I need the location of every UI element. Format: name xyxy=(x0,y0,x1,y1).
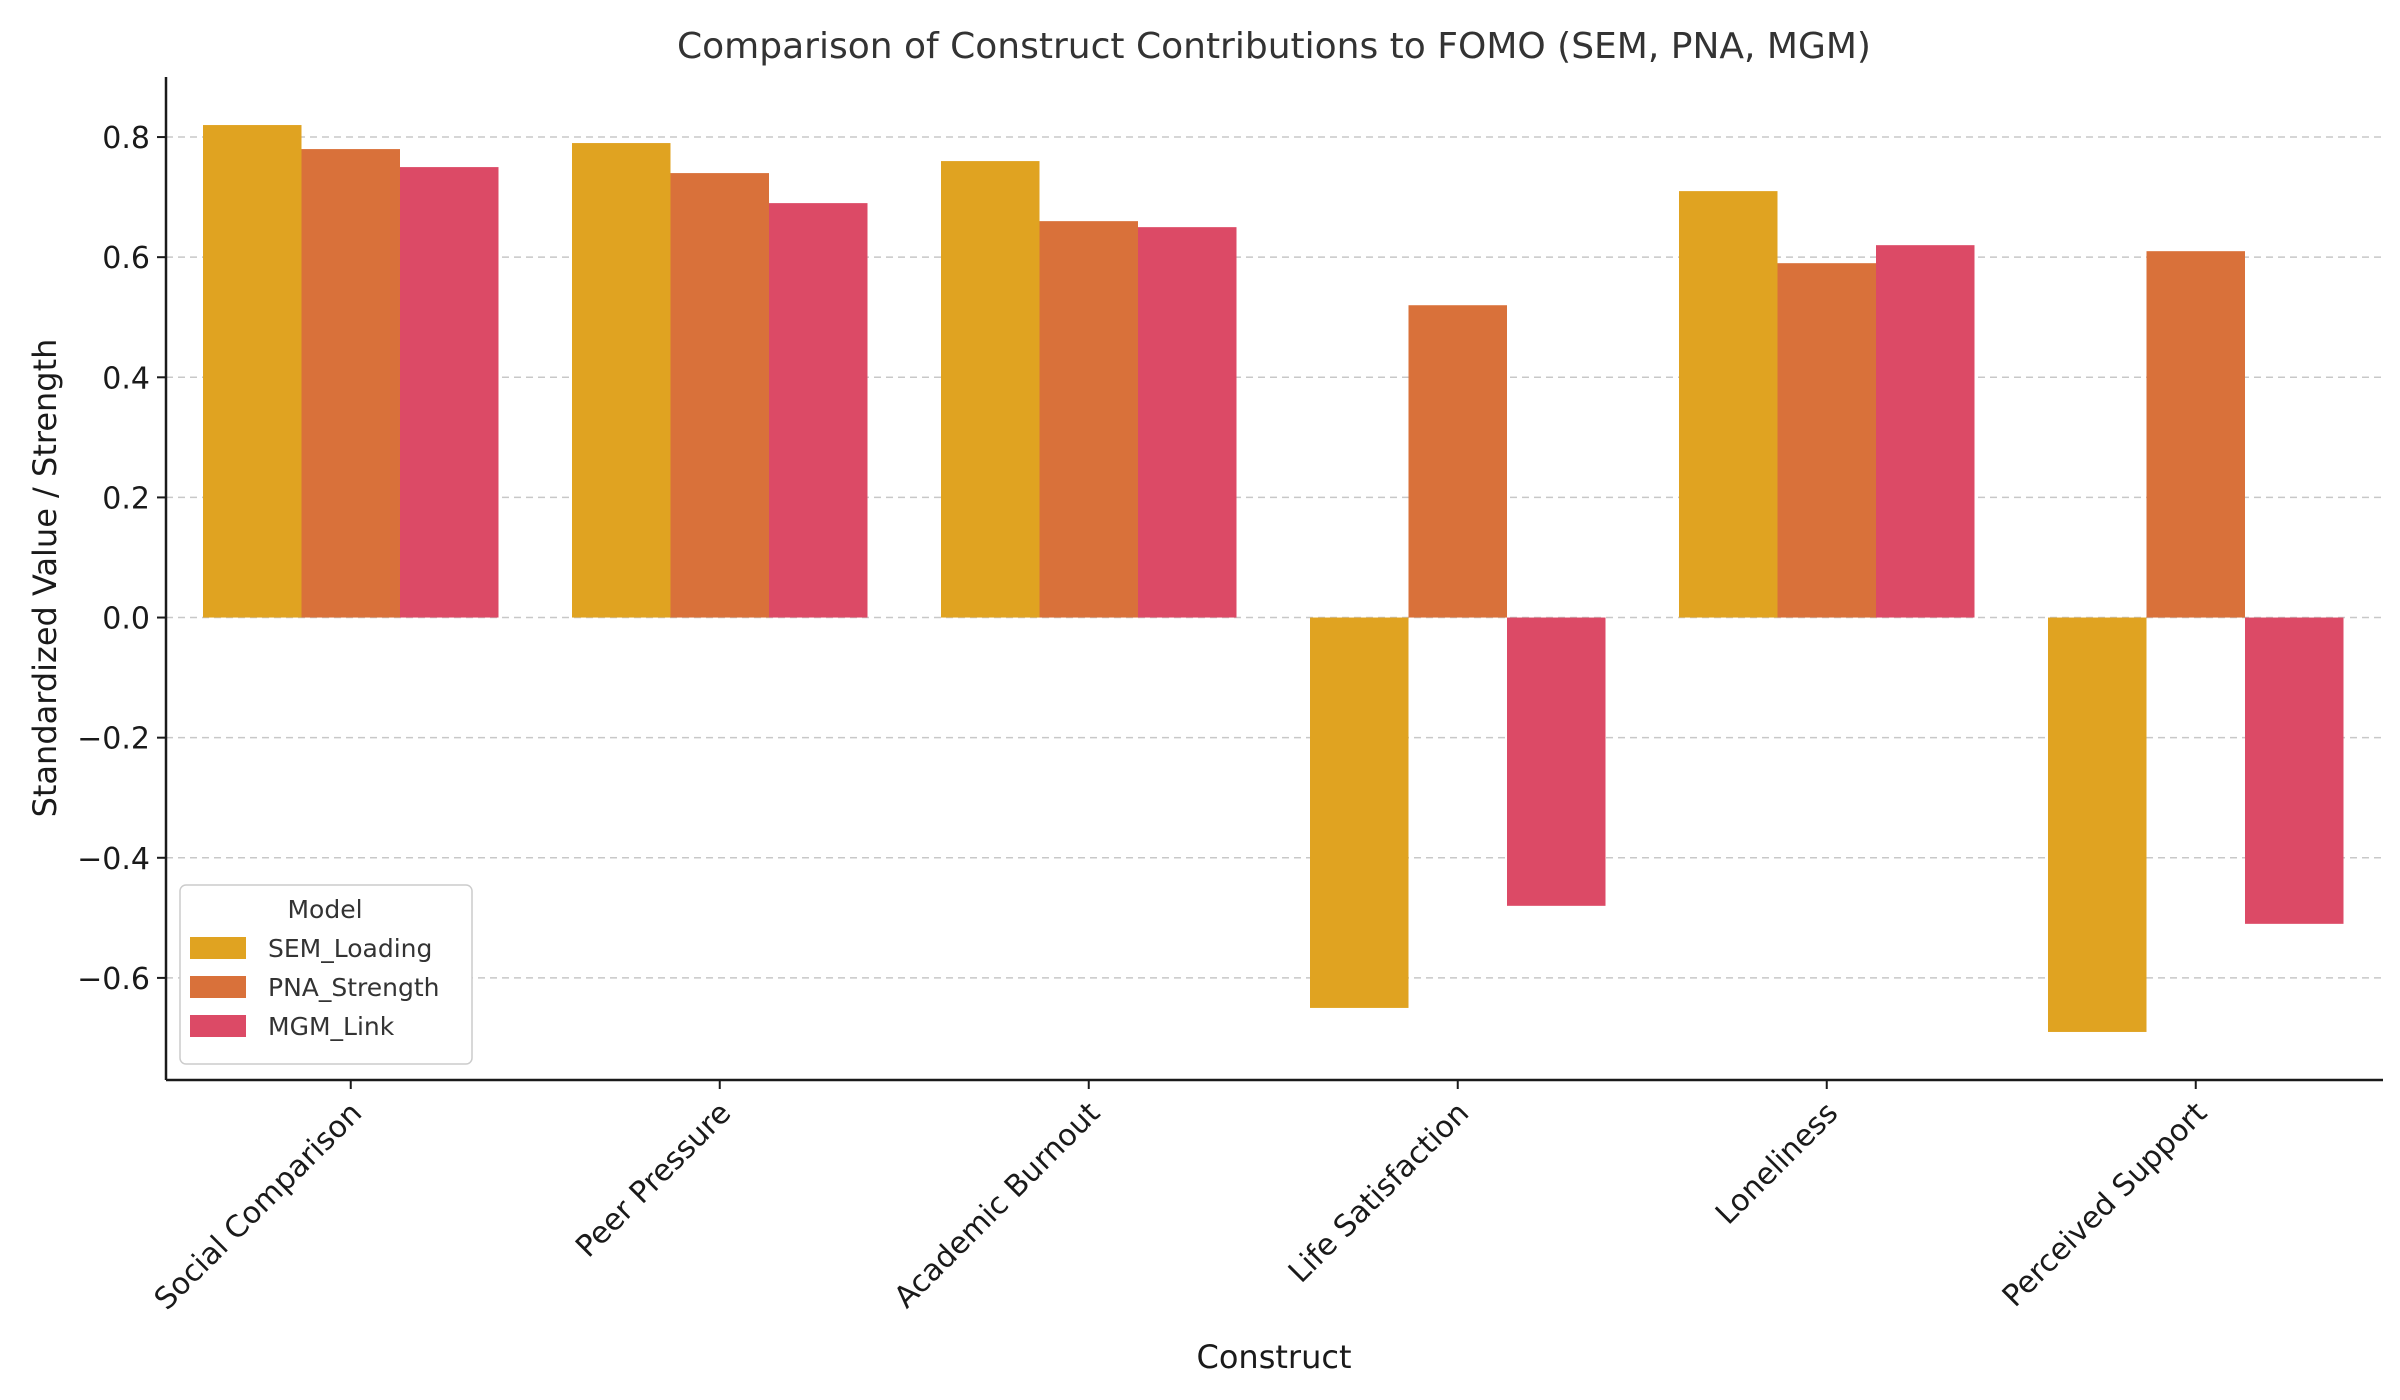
bar-mgm-link-perceived-support xyxy=(2245,617,2344,924)
x-tick-label: Social Comparison xyxy=(148,1096,369,1317)
legend-swatch-pna-strength xyxy=(190,976,246,998)
bars xyxy=(203,125,2344,1032)
x-tick-label: Peer Pressure xyxy=(569,1096,738,1265)
bar-pna-strength-social-comparison xyxy=(301,149,400,618)
legend-box xyxy=(179,884,473,1065)
legend-swatch-sem-loading xyxy=(190,937,246,959)
bar-pna-strength-loneliness xyxy=(1777,263,1876,618)
y-tick-label: 0.8 xyxy=(102,121,150,156)
bar-mgm-link-loneliness xyxy=(1876,245,1975,618)
axes xyxy=(164,77,2383,1082)
legend-items: SEM_Loading PNA_Strength MGM_Link xyxy=(190,934,440,1041)
legend-label-pna-strength: PNA_Strength xyxy=(268,973,440,1002)
bar-pna-strength-peer-pressure xyxy=(670,173,769,618)
bar-sem-loading-perceived-support xyxy=(2048,617,2147,1032)
bar-mgm-link-peer-pressure xyxy=(769,203,868,618)
x-tick-label: Perceived Support xyxy=(1996,1095,2215,1314)
x-tick-label: Life Satisfaction xyxy=(1282,1096,1476,1290)
bar-sem-loading-loneliness xyxy=(1679,191,1778,618)
y-tick-label: 0.6 xyxy=(102,241,150,276)
bar-mgm-link-life-satisfaction xyxy=(1507,617,1606,906)
bar-pna-strength-perceived-support xyxy=(2146,251,2245,618)
gridlines xyxy=(166,136,2383,979)
legend-label-sem-loading: SEM_Loading xyxy=(268,934,432,963)
bar-pna-strength-academic-burnout xyxy=(1039,221,1138,618)
legend-label-mgm-link: MGM_Link xyxy=(268,1012,395,1041)
y-tick-label: 0.0 xyxy=(102,602,150,637)
y-tick-label: −0.4 xyxy=(77,842,150,877)
chart-title: Comparison of Construct Contributions to… xyxy=(677,26,1871,67)
x-ticks: Social Comparison Peer Pressure Academic B… xyxy=(148,1080,2215,1317)
legend: Model SEM_Loading PNA_Strength MGM_Link xyxy=(179,884,473,1065)
y-tick-label: −0.2 xyxy=(77,722,150,757)
bar-sem-loading-peer-pressure xyxy=(572,143,671,618)
bar-pna-strength-life-satisfaction xyxy=(1408,305,1507,618)
bar-sem-loading-life-satisfaction xyxy=(1310,617,1409,1008)
x-tick-label: Academic Burnout xyxy=(888,1095,1108,1315)
x-tick-label: Loneliness xyxy=(1709,1096,1845,1232)
y-tick-label: −0.6 xyxy=(77,962,150,997)
y-tick-label: 0.4 xyxy=(102,361,150,396)
bar-sem-loading-academic-burnout xyxy=(941,161,1040,618)
legend-title: Model xyxy=(287,895,362,924)
y-ticks: −0.6 −0.4 −0.2 0.0 0.2 0.4 0.6 0.8 xyxy=(77,121,166,997)
y-tick-label: 0.2 xyxy=(102,481,150,516)
legend-swatch-mgm-link xyxy=(190,1015,246,1037)
bar-sem-loading-social-comparison xyxy=(203,125,302,618)
bar-mgm-link-social-comparison xyxy=(400,167,499,618)
x-axis-label: Construct xyxy=(1197,1338,1352,1376)
bar-mgm-link-academic-burnout xyxy=(1138,227,1237,618)
y-axis-label: Standardized Value / Strength xyxy=(26,339,64,818)
